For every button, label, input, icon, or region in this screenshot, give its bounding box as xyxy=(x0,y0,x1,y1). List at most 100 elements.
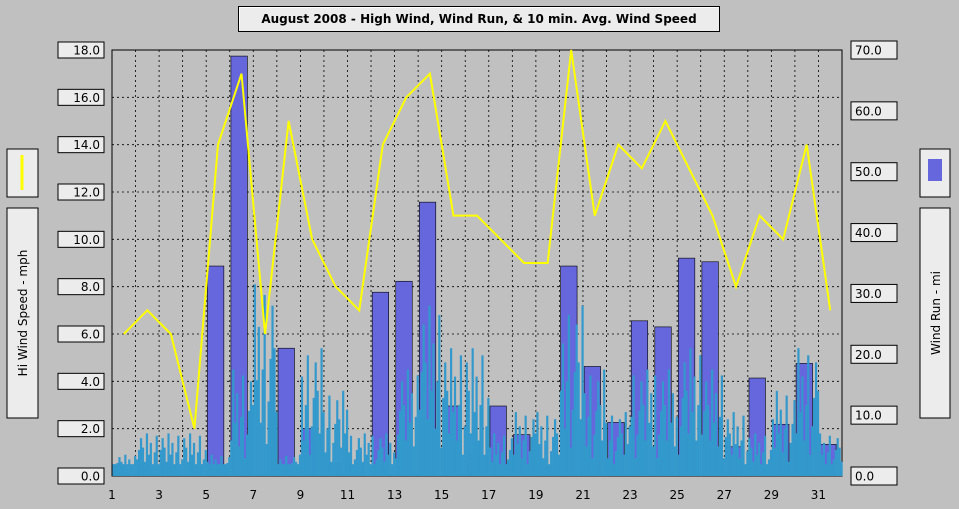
right-tick-box xyxy=(850,40,898,60)
avg-wind-spike xyxy=(298,454,302,476)
avg-wind-spike xyxy=(114,464,117,476)
avg-wind-spike xyxy=(669,422,672,476)
avg-wind-spike xyxy=(336,400,339,476)
avg-wind-spike xyxy=(502,435,506,476)
avg-wind-spike xyxy=(767,459,771,476)
avg-wind-spike xyxy=(406,369,410,476)
chart-title: August 2008 - High Wind, Wind Run, & 10 … xyxy=(238,6,720,32)
avg-wind-spike xyxy=(597,381,600,476)
avg-wind-spike xyxy=(375,459,378,476)
avg-wind-spike xyxy=(393,452,396,476)
right-tick-label: 50.0 xyxy=(855,165,882,179)
avg-wind-spike xyxy=(789,442,792,476)
avg-wind-spike xyxy=(116,462,119,476)
left-tick-label: 18.0 xyxy=(73,44,100,58)
avg-wind-spike xyxy=(120,461,123,476)
avg-wind-spike xyxy=(499,464,502,476)
right-tick-label: 70.0 xyxy=(855,44,882,58)
avg-wind-spike xyxy=(247,410,251,476)
avg-wind-spike xyxy=(385,433,388,476)
avg-wind-spike xyxy=(224,464,227,476)
avg-wind-spike xyxy=(442,397,445,476)
avg-wind-spike xyxy=(544,440,547,476)
avg-wind-spike xyxy=(243,458,247,476)
avg-wind-spike xyxy=(261,369,264,476)
avg-wind-spike xyxy=(395,458,398,476)
avg-wind-spike xyxy=(736,426,739,476)
avg-wind-spike xyxy=(705,381,708,476)
avg-wind-spike xyxy=(416,375,419,476)
avg-wind-spike xyxy=(679,426,682,476)
avg-wind-spike xyxy=(787,461,790,476)
avg-wind-spike xyxy=(283,464,286,476)
avg-wind-spike xyxy=(432,343,435,476)
avg-wind-spike xyxy=(428,305,431,476)
left-tick-label: 16.0 xyxy=(73,91,100,105)
avg-wind-spike xyxy=(214,459,217,476)
avg-wind-spike xyxy=(436,381,439,476)
avg-wind-spike xyxy=(497,442,500,476)
left-tick-box xyxy=(57,420,105,438)
avg-wind-spike xyxy=(628,426,631,476)
avg-wind-spike xyxy=(644,440,647,476)
avg-wind-spike xyxy=(316,390,319,476)
avg-wind-spike xyxy=(830,464,833,476)
avg-wind-spike xyxy=(173,464,176,476)
avg-wind-spike xyxy=(632,375,635,476)
wind-run-bar xyxy=(207,265,225,477)
avg-wind-spike xyxy=(593,434,596,476)
avg-wind-spike xyxy=(563,428,567,476)
avg-wind-spike xyxy=(475,376,478,476)
avg-wind-spike xyxy=(365,454,368,476)
avg-wind-spike xyxy=(685,390,688,476)
right-tick-box xyxy=(850,405,898,425)
avg-wind-spike xyxy=(461,454,464,476)
avg-wind-spike xyxy=(342,390,345,476)
avg-wind-spike xyxy=(471,348,474,476)
avg-wind-spike xyxy=(153,452,156,476)
avg-wind-spike xyxy=(648,422,651,476)
x-tick-label: 21 xyxy=(575,488,590,502)
avg-wind-spike xyxy=(414,416,417,476)
left-tick-box xyxy=(57,88,105,106)
avg-wind-spike xyxy=(236,393,239,476)
avg-wind-spike xyxy=(518,426,521,476)
avg-wind-spike xyxy=(612,464,616,476)
avg-wind-spike xyxy=(287,464,290,476)
avg-wind-spike xyxy=(238,446,241,476)
avg-wind-spike xyxy=(805,405,808,476)
avg-wind-spike xyxy=(820,454,824,476)
avg-wind-spike xyxy=(552,436,555,476)
avg-wind-spike xyxy=(273,348,276,476)
avg-wind-spike xyxy=(687,433,690,476)
avg-wind-spike xyxy=(530,436,533,476)
avg-wind-spike xyxy=(255,380,258,476)
avg-wind-spike xyxy=(181,459,184,476)
right-tick-box xyxy=(850,344,898,364)
avg-wind-spike xyxy=(291,462,294,476)
avg-wind-spike xyxy=(389,442,392,476)
avg-wind-spike xyxy=(402,405,406,476)
avg-wind-spike xyxy=(194,464,198,476)
x-tick-label: 7 xyxy=(249,488,257,502)
avg-wind-spike xyxy=(279,459,282,476)
avg-wind-spike xyxy=(701,434,704,476)
right-tick-label: 30.0 xyxy=(855,287,882,301)
avg-wind-spike xyxy=(489,447,492,476)
x-tick-label: 3 xyxy=(155,488,163,502)
x-tick-label: 11 xyxy=(340,488,355,502)
avg-wind-spike xyxy=(351,464,355,476)
avg-wind-spike xyxy=(601,440,604,476)
avg-wind-spike xyxy=(738,458,741,476)
avg-wind-spike xyxy=(275,412,278,476)
avg-wind-spike xyxy=(359,447,362,476)
avg-wind-spike xyxy=(383,461,386,476)
avg-wind-spike xyxy=(200,464,203,476)
avg-wind-spike xyxy=(516,444,519,476)
avg-wind-spike xyxy=(349,435,353,476)
left-tick-box xyxy=(57,372,105,390)
avg-wind-spike xyxy=(622,454,625,476)
avg-wind-spike xyxy=(718,416,722,476)
avg-wind-spike xyxy=(567,315,570,476)
avg-wind-spike xyxy=(345,409,349,476)
